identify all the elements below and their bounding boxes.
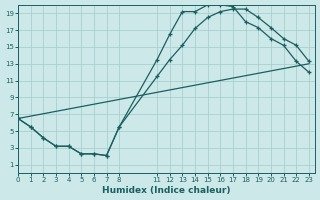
X-axis label: Humidex (Indice chaleur): Humidex (Indice chaleur): [102, 186, 231, 195]
